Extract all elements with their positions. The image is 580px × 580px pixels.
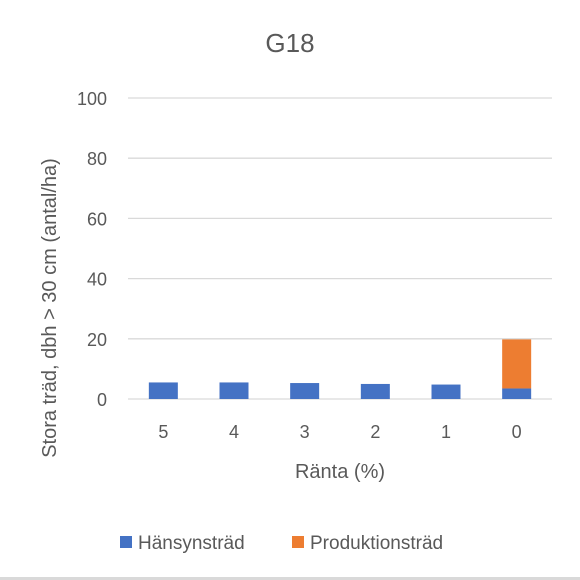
y-tick-label: 0 <box>97 390 107 410</box>
legend-swatch <box>292 536 304 548</box>
bar-hänsynsträd <box>290 383 320 399</box>
bar-hänsynsträd <box>431 384 461 399</box>
x-axis-label: Ränta (%) <box>295 461 385 483</box>
chart-title: G18 <box>265 28 314 58</box>
x-tick-label: 1 <box>441 422 451 442</box>
x-axis-ticks: 5 4 3 2 1 0 <box>158 422 521 442</box>
y-tick-label: 20 <box>87 330 107 350</box>
gridlines <box>128 97 552 400</box>
y-axis-label: Stora träd, dbh > 30 cm (antal/ha) <box>39 158 61 458</box>
legend-swatch <box>120 536 132 548</box>
x-tick-label: 3 <box>300 422 310 442</box>
x-tick-label: 0 <box>512 422 522 442</box>
bars <box>148 339 532 399</box>
y-tick-label: 100 <box>77 89 107 109</box>
legend-label: Hänsynsträd <box>138 533 245 554</box>
bar-hänsynsträd <box>360 383 390 399</box>
y-axis-ticks: 0 20 40 60 80 100 <box>77 89 107 410</box>
x-tick-label: 5 <box>158 422 168 442</box>
bar-hänsynsträd <box>148 382 178 399</box>
bar-produktionsträd <box>502 339 532 389</box>
y-tick-label: 60 <box>87 209 107 229</box>
bottom-border <box>0 577 580 580</box>
x-tick-label: 2 <box>370 422 380 442</box>
bar-hänsynsträd <box>219 382 249 399</box>
y-tick-label: 40 <box>87 270 107 290</box>
bar-hänsynsträd <box>502 388 532 399</box>
x-tick-label: 4 <box>229 422 239 442</box>
y-tick-label: 80 <box>87 149 107 169</box>
legend-label: Produktionsträd <box>310 533 443 554</box>
legend: Hänsynsträd Produktionsträd <box>120 533 443 554</box>
